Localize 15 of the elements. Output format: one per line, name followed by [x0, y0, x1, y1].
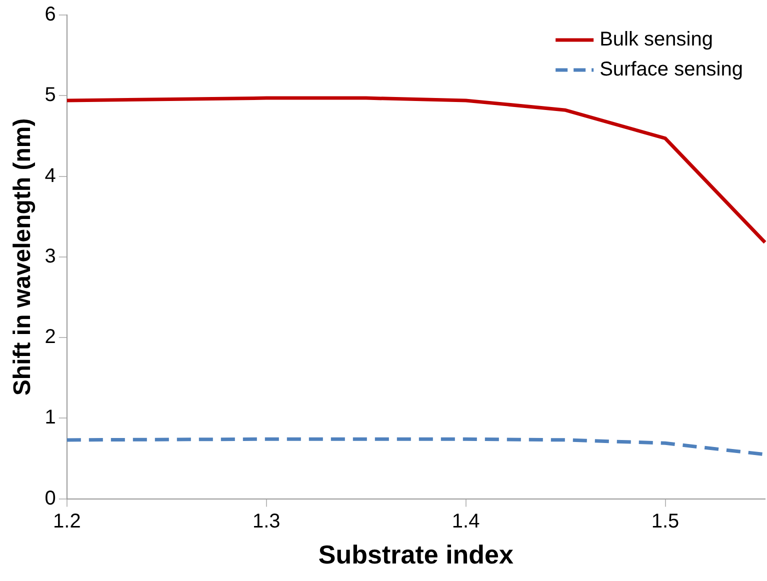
- legend-label: Bulk sensing: [600, 28, 713, 51]
- legend-label: Surface sensing: [600, 58, 744, 81]
- y-tick-label: 0: [44, 487, 56, 510]
- y-tick-label: 5: [44, 84, 56, 106]
- x-tick-label: 1.5: [651, 510, 680, 532]
- y-tick-label: 2: [44, 326, 56, 348]
- x-tick-label: 1.2: [53, 510, 81, 532]
- y-tick-label: 6: [44, 4, 56, 26]
- y-tick-label: 1: [44, 406, 56, 429]
- y-tick-label: 4: [44, 164, 56, 187]
- x-axis-title: Substrate index: [318, 540, 514, 570]
- x-tick-label: 1.4: [452, 510, 480, 532]
- x-tick-label: 1.3: [252, 510, 280, 532]
- y-tick-label: 3: [44, 245, 56, 268]
- y-axis-title: Shift in wavelength (nm): [9, 118, 36, 396]
